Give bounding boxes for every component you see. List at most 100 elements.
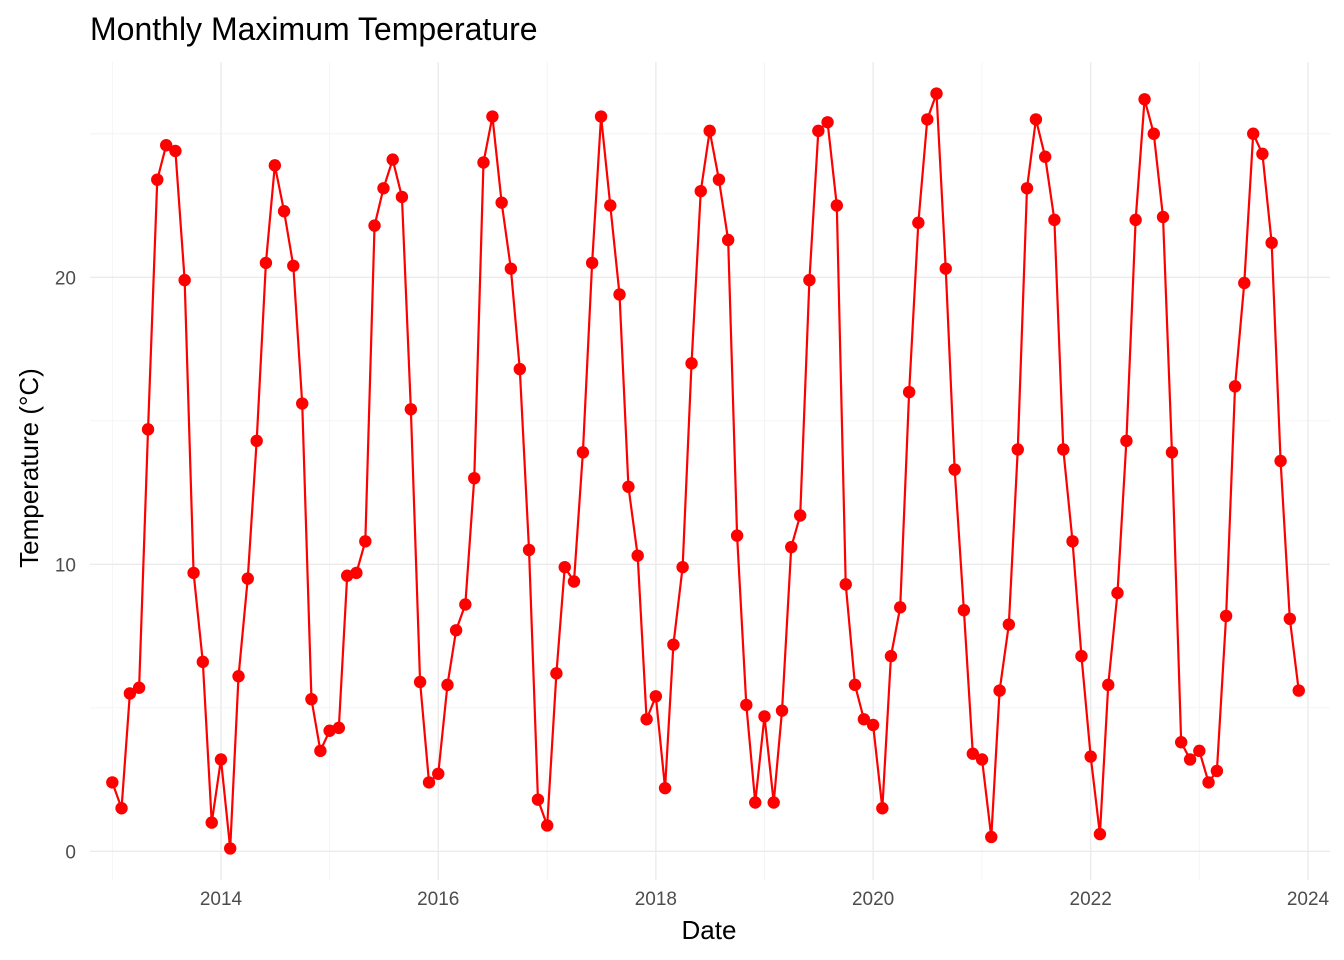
data-point bbox=[305, 692, 318, 706]
x-tick-label: 2022 bbox=[1070, 889, 1112, 910]
chart-title: Monthly Maximum Temperature bbox=[90, 11, 538, 47]
data-point bbox=[432, 767, 445, 780]
data-point bbox=[1093, 827, 1107, 841]
data-point bbox=[939, 262, 952, 275]
data-point bbox=[921, 113, 934, 126]
data-point bbox=[604, 199, 617, 212]
data-point bbox=[1193, 744, 1206, 758]
data-point bbox=[721, 233, 735, 247]
x-tick-label: 2016 bbox=[417, 889, 459, 910]
data-point bbox=[1084, 750, 1097, 763]
x-axis-title: Date bbox=[682, 915, 737, 945]
data-point bbox=[703, 124, 716, 138]
data-point bbox=[1165, 446, 1179, 459]
data-point bbox=[223, 842, 237, 855]
series-line bbox=[111, 92, 1300, 850]
y-tick-label: 0 bbox=[65, 842, 76, 863]
data-point bbox=[196, 655, 210, 669]
data-point bbox=[576, 446, 590, 459]
data-point bbox=[1174, 736, 1188, 749]
data-point bbox=[1038, 150, 1052, 163]
data-point bbox=[758, 710, 771, 723]
data-point bbox=[685, 357, 698, 370]
data-point bbox=[857, 713, 871, 726]
data-point bbox=[613, 288, 626, 301]
data-point bbox=[422, 776, 436, 789]
grid bbox=[90, 62, 1330, 880]
data-point bbox=[594, 110, 608, 123]
data-point bbox=[287, 259, 300, 272]
data-point bbox=[178, 273, 191, 287]
data-point bbox=[1020, 182, 1034, 195]
data-point bbox=[749, 796, 762, 809]
data-point bbox=[141, 423, 155, 436]
data-point bbox=[486, 110, 499, 123]
data-point bbox=[839, 578, 852, 591]
y-tick-label: 10 bbox=[55, 555, 76, 576]
data-point bbox=[404, 403, 418, 416]
x-tick-label: 2018 bbox=[635, 889, 677, 910]
data-point bbox=[902, 385, 916, 399]
data-point bbox=[1138, 93, 1151, 106]
data-point bbox=[975, 753, 989, 766]
data-point bbox=[232, 670, 245, 683]
data-point bbox=[821, 116, 834, 129]
data-point bbox=[368, 219, 381, 232]
data-point bbox=[169, 144, 182, 158]
data-point bbox=[993, 684, 1006, 697]
data-point bbox=[812, 124, 825, 138]
data-point bbox=[622, 480, 635, 493]
data-point bbox=[132, 681, 146, 694]
data-point bbox=[585, 256, 599, 270]
x-tick-label: 2014 bbox=[200, 889, 243, 910]
data-point bbox=[1147, 127, 1160, 140]
data-point bbox=[1156, 210, 1170, 224]
data-point bbox=[259, 256, 273, 270]
data-point bbox=[1057, 443, 1070, 456]
data-point bbox=[667, 638, 680, 651]
data-point bbox=[985, 830, 998, 844]
data-point bbox=[296, 397, 309, 410]
data-point bbox=[540, 819, 554, 832]
data-point bbox=[350, 566, 363, 580]
data-point bbox=[1238, 276, 1251, 290]
data-point bbox=[1183, 753, 1197, 766]
data-point bbox=[767, 796, 780, 809]
data-point bbox=[205, 816, 218, 829]
data-point bbox=[1075, 649, 1088, 663]
data-point bbox=[676, 560, 689, 574]
data-point bbox=[513, 362, 526, 376]
data-point bbox=[468, 471, 481, 485]
data-point bbox=[558, 560, 571, 574]
data-point bbox=[730, 529, 744, 542]
data-point bbox=[214, 753, 228, 766]
data-point bbox=[1283, 612, 1297, 626]
data-point bbox=[395, 190, 409, 204]
data-point bbox=[884, 649, 898, 663]
x-tick-label: 2024 bbox=[1287, 889, 1330, 910]
data-point bbox=[1048, 213, 1061, 227]
data-point bbox=[830, 199, 843, 212]
data-point bbox=[848, 678, 862, 692]
data-point bbox=[1265, 236, 1278, 250]
data-point bbox=[314, 744, 327, 758]
data-point bbox=[1011, 443, 1024, 456]
data-point bbox=[241, 572, 254, 585]
data-point bbox=[522, 543, 536, 557]
data-point bbox=[649, 690, 663, 703]
series-layer bbox=[106, 87, 1305, 855]
data-point bbox=[1111, 586, 1124, 600]
data-point bbox=[531, 793, 545, 806]
data-point bbox=[550, 667, 563, 680]
data-point bbox=[1274, 454, 1287, 468]
data-point bbox=[1219, 609, 1233, 623]
data-point bbox=[123, 687, 137, 700]
x-tick-label: 2020 bbox=[852, 889, 894, 910]
data-point bbox=[957, 604, 971, 617]
data-point bbox=[785, 540, 798, 554]
data-point bbox=[277, 205, 291, 218]
data-point bbox=[740, 698, 753, 712]
data-point bbox=[1292, 684, 1305, 697]
